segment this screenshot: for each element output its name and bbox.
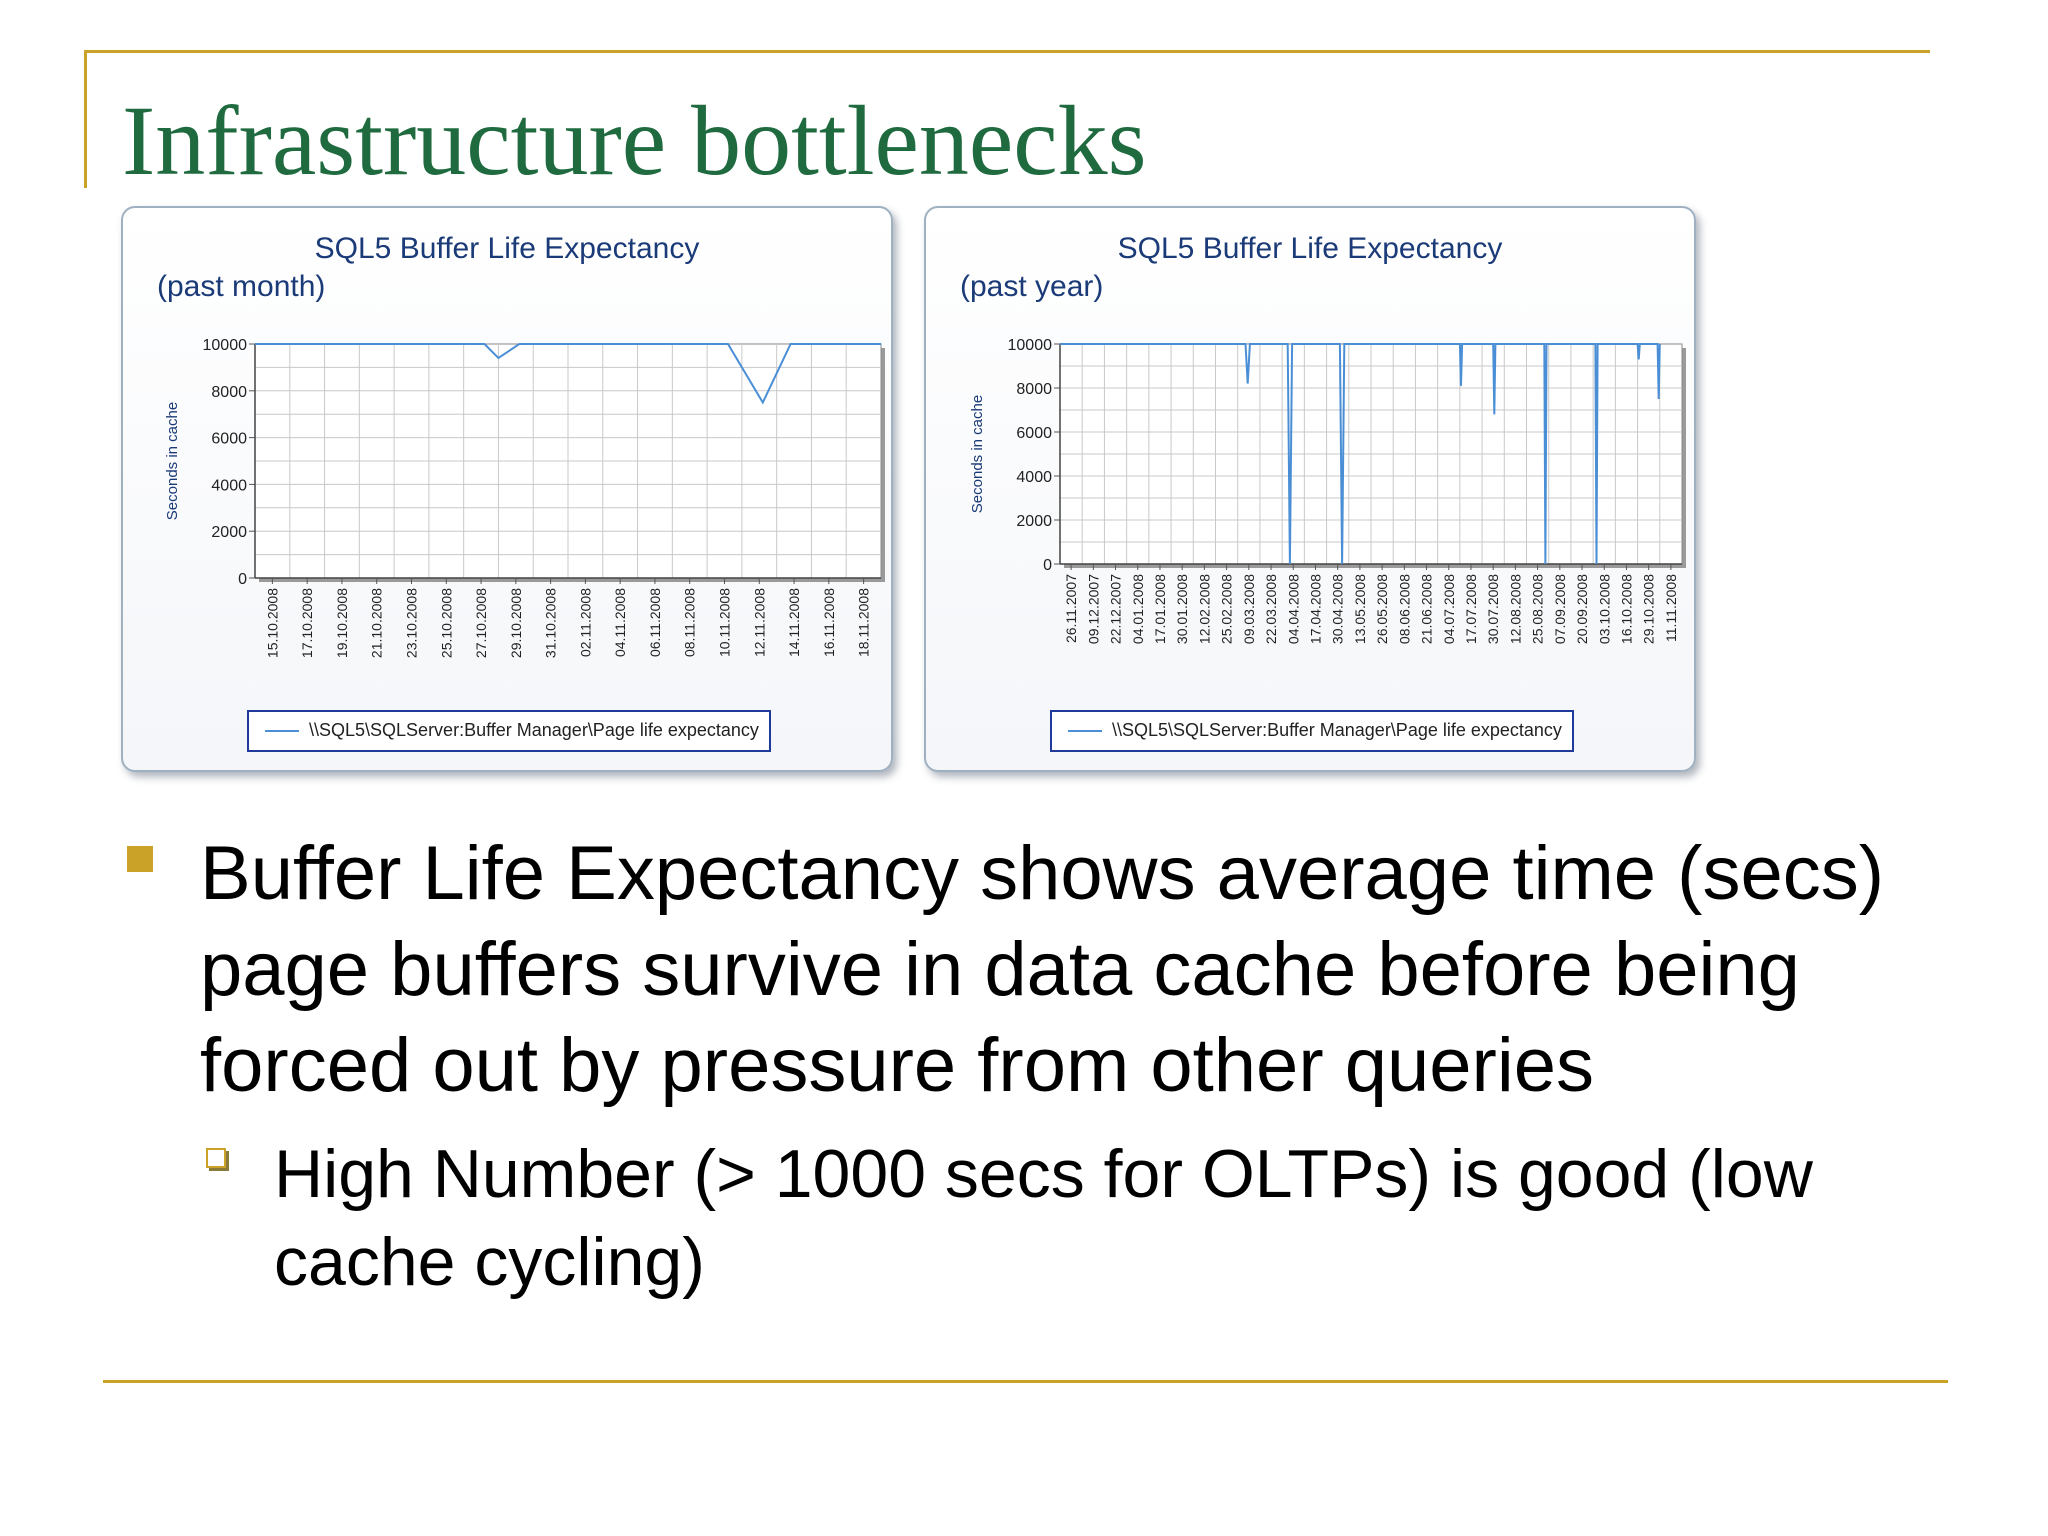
x-tick-label: 17.07.2008 <box>1463 574 1479 644</box>
bullet-text: Buffer Life Expectancy shows average tim… <box>200 831 1885 1108</box>
x-tick-label: 11.11.2008 <box>1663 574 1679 642</box>
x-tick-label: 20.09.2008 <box>1574 574 1590 644</box>
y-tick-label: 4000 <box>1016 469 1052 486</box>
y-tick-label: 6000 <box>1016 425 1052 442</box>
x-tick-label: 26.05.2008 <box>1374 574 1390 644</box>
x-tick-label: 19.10.2008 <box>334 588 350 658</box>
x-tick-label: 17.01.2008 <box>1152 574 1168 644</box>
x-tick-label: 15.10.2008 <box>264 588 280 658</box>
x-tick-label: 22.03.2008 <box>1263 574 1279 644</box>
hollow-square-bullet-icon <box>206 1148 226 1168</box>
x-tick-label: 04.01.2008 <box>1130 574 1146 644</box>
x-tick-label: 26.11.2007 <box>1063 574 1079 643</box>
x-tick-label: 27.10.2008 <box>473 588 489 658</box>
x-tick-label: 30.04.2008 <box>1330 574 1346 644</box>
square-bullet-icon <box>127 846 153 872</box>
x-tick-label: 12.08.2008 <box>1507 574 1523 644</box>
chart-plot-past-month: 0 2000 4000 6000 8000 10000 Seconds in cache 15… <box>164 337 885 658</box>
chart-panel-past-year: SQL5 Buffer Life Expectancy (past year) … <box>924 206 1696 772</box>
y-axis-label: Seconds in cache <box>969 395 986 513</box>
y-tick-label: 10000 <box>203 337 248 354</box>
chart-legend: \\SQL5\SQLServer:Buffer Manager\Page lif… <box>247 710 771 752</box>
series-line <box>255 343 881 405</box>
x-tick-label: 25.10.2008 <box>438 588 454 658</box>
x-tick-label: 31.10.2008 <box>543 588 559 658</box>
x-tick-label: 29.10.2008 <box>1641 574 1657 644</box>
y-tick-label: 6000 <box>211 431 247 448</box>
x-tick-label: 02.11.2008 <box>577 588 593 657</box>
chart-plot-past-year: 0 2000 4000 6000 8000 10000 Seconds in cache 26… <box>969 337 1686 644</box>
chart-title: SQL5 Buffer Life Expectancy <box>314 232 700 265</box>
x-tick-label: 04.11.2008 <box>612 588 628 657</box>
x-tick-label: 06.11.2008 <box>647 588 663 657</box>
y-axis-label: Seconds in cache <box>164 402 181 520</box>
x-tick-label: 23.10.2008 <box>404 588 420 658</box>
x-tick-label: 17.10.2008 <box>299 588 315 658</box>
chart-legend: \\SQL5\SQLServer:Buffer Manager\Page lif… <box>1050 710 1574 752</box>
chart-subtitle: (past month) <box>157 270 326 303</box>
chart-panel-past-month: SQL5 Buffer Life Expectancy (past month)… <box>121 206 893 772</box>
legend-label: \\SQL5\SQLServer:Buffer Manager\Page lif… <box>1112 720 1562 740</box>
x-tick-label: 09.12.2007 <box>1085 574 1101 644</box>
x-tick-label: 08.11.2008 <box>682 588 698 657</box>
x-tick-label: 14.11.2008 <box>786 588 802 657</box>
bottom-rule <box>103 1380 1948 1383</box>
slide-title: Infrastructure bottlenecks <box>122 85 1147 196</box>
y-tick-label: 2000 <box>1016 513 1052 530</box>
y-tick-label: 8000 <box>1016 381 1052 398</box>
x-tick-label: 21.06.2008 <box>1419 574 1435 644</box>
y-tick-label: 10000 <box>1008 337 1053 354</box>
chart-subtitle: (past year) <box>960 270 1104 303</box>
x-tick-label: 08.06.2008 <box>1396 574 1412 644</box>
x-tick-label: 16.10.2008 <box>1618 574 1634 644</box>
x-tick-label: 03.10.2008 <box>1596 574 1612 644</box>
chart-title: SQL5 Buffer Life Expectancy <box>1117 232 1503 265</box>
x-tick-label: 29.10.2008 <box>508 588 524 658</box>
x-tick-label: 12.02.2008 <box>1196 574 1212 644</box>
series-line <box>1060 343 1661 565</box>
x-tick-label: 12.11.2008 <box>751 588 767 657</box>
x-tick-label: 04.07.2008 <box>1441 574 1457 644</box>
x-tick-label: 25.08.2008 <box>1530 574 1546 644</box>
left-rule <box>84 50 87 188</box>
y-tick-label: 0 <box>1043 557 1052 574</box>
x-tick-label: 18.11.2008 <box>856 588 872 657</box>
legend-line-swatch <box>1068 730 1102 732</box>
x-tick-label: 07.09.2008 <box>1552 574 1568 644</box>
top-rule <box>84 50 1930 53</box>
x-tick-label: 25.02.2008 <box>1219 574 1235 644</box>
y-tick-label: 4000 <box>211 477 247 494</box>
sub-bullet-text: High Number (> 1000 secs for OLTPs) is g… <box>274 1136 1813 1300</box>
x-tick-label: 13.05.2008 <box>1352 574 1368 644</box>
x-tick-label: 22.12.2007 <box>1108 574 1124 644</box>
x-tick-label: 04.04.2008 <box>1285 574 1301 644</box>
x-tick-label: 21.10.2008 <box>369 588 385 658</box>
y-tick-label: 0 <box>238 571 247 588</box>
x-tick-label: 09.03.2008 <box>1241 574 1257 644</box>
y-tick-label: 8000 <box>211 384 247 401</box>
legend-line-swatch <box>265 730 299 732</box>
x-tick-label: 30.07.2008 <box>1485 574 1501 644</box>
y-tick-label: 2000 <box>211 524 247 541</box>
x-tick-label: 17.04.2008 <box>1307 574 1323 644</box>
x-tick-label: 10.11.2008 <box>717 588 733 657</box>
x-tick-label: 16.11.2008 <box>821 588 837 657</box>
x-tick-label: 30.01.2008 <box>1174 574 1190 644</box>
legend-label: \\SQL5\SQLServer:Buffer Manager\Page lif… <box>309 720 759 740</box>
